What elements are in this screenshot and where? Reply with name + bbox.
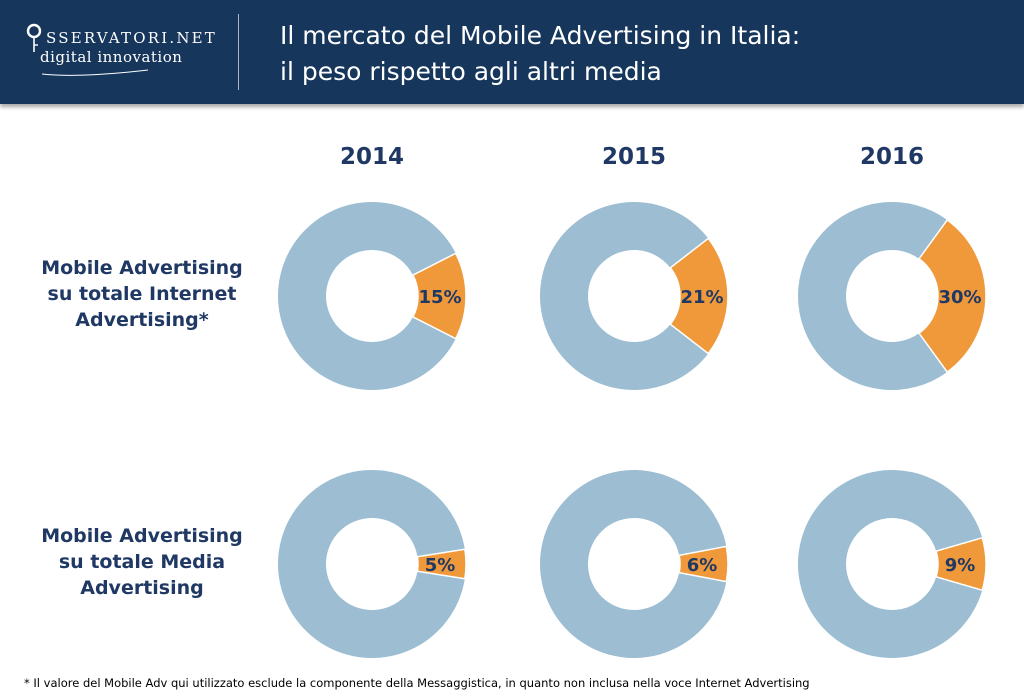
donut-2-2016-remainder — [797, 469, 983, 658]
donut-1-2014-slice — [411, 252, 467, 340]
header-bar: SSERVATORI.NET digital innovation Il mer… — [0, 0, 1024, 104]
donut-2-2016-slice — [935, 536, 987, 592]
donut-2-2015-label: 6% — [687, 555, 718, 576]
year-label-2015: 2015 — [602, 144, 666, 170]
donut-1-2015-slice — [669, 237, 729, 355]
logo-swoosh-icon — [41, 69, 149, 76]
donut-2-2014-remainder — [277, 469, 465, 658]
osservatori-logo: SSERVATORI.NET digital innovation — [26, 23, 217, 76]
donut-2-2015-remainder — [540, 469, 727, 658]
donut-2-2016-label: 9% — [945, 555, 976, 576]
donut-1-2015-remainder — [540, 201, 709, 390]
logo-subtitle: digital innovation — [40, 48, 183, 66]
row-label-1: Mobile Advertising su totale Internet Adve… — [41, 257, 243, 331]
donut-1-2014-remainder — [277, 202, 456, 390]
year-label-2016: 2016 — [860, 144, 924, 170]
donut-1-2016-remainder — [797, 202, 948, 390]
donut-2-2014-label: 5% — [425, 555, 456, 576]
header-divider — [238, 14, 239, 90]
donut-chart-grid: 2014 2015 2016 Mobile Advertising su totale … — [41, 144, 987, 658]
donut-1-2015-label: 21% — [680, 287, 723, 308]
donut-2-2015-slice — [678, 545, 729, 583]
year-label-2014: 2014 — [340, 144, 404, 170]
page-title: Il mercato del Mobile Advertising in Ita… — [280, 18, 800, 90]
logo-name: SSERVATORI.NET — [46, 29, 217, 47]
row-label-2: Mobile Advertising su totale Media Adverti… — [41, 525, 243, 599]
donut-1-2016-label: 30% — [938, 287, 981, 308]
title-line-1: Il mercato del Mobile Advertising in Ita… — [280, 21, 801, 50]
donut-2-2014-slice — [416, 548, 467, 580]
footnote: * Il valore del Mobile Adv qui utilizzat… — [24, 676, 810, 690]
title-line-2: il peso rispetto agli altri media — [280, 57, 662, 86]
donut-1-2016-slice — [917, 218, 987, 374]
donut-1-2014-label: 15% — [418, 287, 461, 308]
key-icon — [26, 23, 42, 52]
